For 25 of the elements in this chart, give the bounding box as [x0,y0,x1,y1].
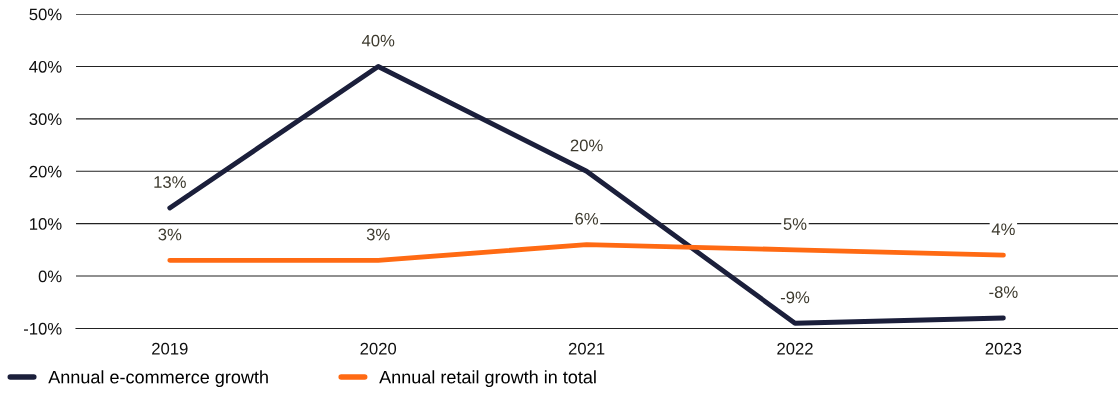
x-tick-label: 2020 [360,342,397,355]
data-label: 3% [366,228,390,241]
data-label: 3% [158,228,182,241]
data-label: 13% [154,176,186,188]
legend-label: Annual e-commerce growth [48,370,268,388]
y-tick-label: 30% [29,113,62,126]
y-tick-label: 10% [30,218,62,230]
y-tick-label: 50% [29,8,62,21]
x-tick-label: 2021 [568,342,605,355]
legend-label: Annual retail growth in total [379,370,596,388]
y-tick-label: -10% [23,322,62,335]
x-tick-label: 2019 [152,342,188,355]
y-tick-label: 40% [29,60,62,73]
y-tick-label: 0% [38,270,62,283]
data-label: 5% [783,218,807,230]
data-label: 6% [575,212,599,225]
data-label: 40% [361,34,395,47]
x-tick-label: 2023 [985,342,1022,355]
data-label: -8% [989,286,1018,299]
data-label: 20% [570,139,603,152]
data-label: 4% [991,223,1015,236]
data-label: -9% [780,291,810,304]
line-series [167,242,1006,263]
y-tick-label: 20% [29,165,62,178]
x-tick-label: 2022 [777,342,813,355]
